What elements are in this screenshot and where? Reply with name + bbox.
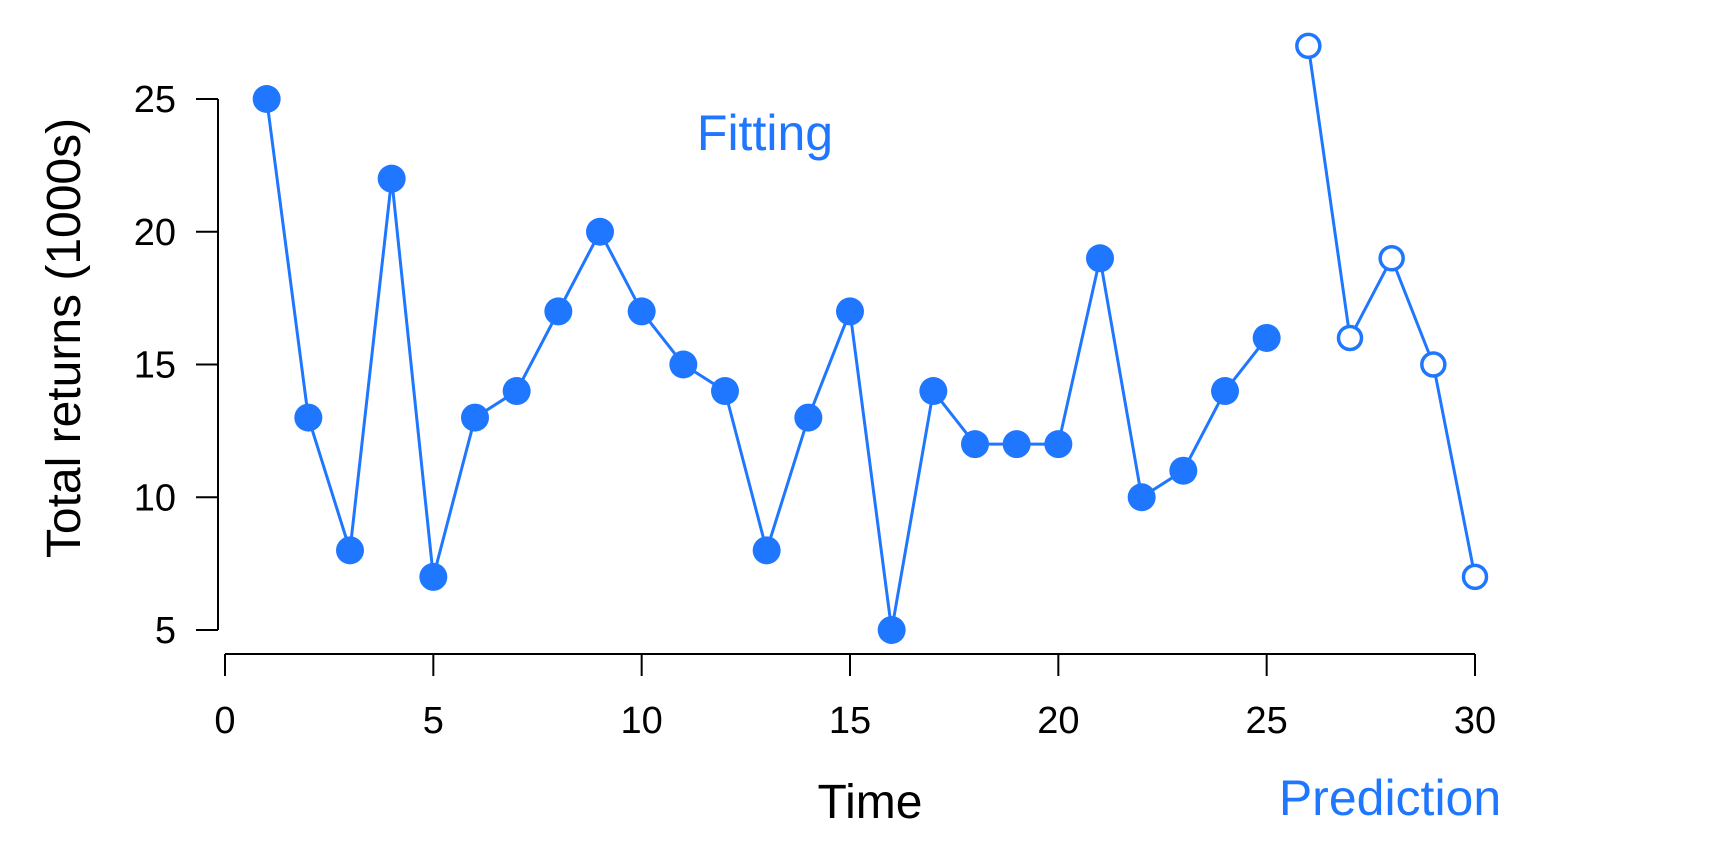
fitting-point xyxy=(252,85,281,113)
fitting-point xyxy=(1127,483,1156,512)
y-ticks: 5 10 15 20 25 xyxy=(134,79,218,652)
fitting-point xyxy=(961,430,989,459)
fitting-point xyxy=(377,164,406,193)
prediction-point xyxy=(1295,32,1322,60)
fitting-point xyxy=(919,377,948,406)
fitting-point xyxy=(877,616,906,644)
x-tick-label: 20 xyxy=(1037,700,1079,742)
fitting-point xyxy=(627,297,656,326)
y-tick-label: 10 xyxy=(134,477,176,519)
fitting-point xyxy=(669,350,698,379)
fitting-point xyxy=(1086,244,1114,273)
prediction-point xyxy=(1336,324,1364,352)
fitting-point xyxy=(336,536,364,565)
series-line xyxy=(1306,45,1477,578)
fitting-annotation: Fitting xyxy=(697,105,833,161)
fitting-point xyxy=(502,377,531,406)
x-tick-label: 25 xyxy=(1246,700,1288,742)
fitting-point xyxy=(1002,430,1031,459)
fitting-point xyxy=(1211,377,1239,406)
fitting-point xyxy=(1044,430,1073,459)
y-tick-label: 5 xyxy=(155,610,176,652)
x-tick-label: 10 xyxy=(621,700,663,742)
fitting-point xyxy=(1252,323,1281,352)
x-ticks: 0 5 10 15 20 25 30 xyxy=(214,654,1496,742)
prediction-point xyxy=(1378,245,1405,272)
fitting-point xyxy=(294,403,323,432)
y-tick-label: 25 xyxy=(134,79,176,121)
y-axis-title: Total returns (1000s) xyxy=(38,118,91,558)
prediction-annotation: Prediction xyxy=(1279,770,1501,826)
x-tick-label: 30 xyxy=(1454,700,1496,742)
fitting-point xyxy=(711,377,739,406)
fitting-point xyxy=(836,297,864,326)
fitting-point xyxy=(461,403,489,432)
x-axis-title: Time xyxy=(818,776,923,829)
fitting-point xyxy=(419,562,448,591)
x-tick-label: 5 xyxy=(423,700,444,742)
series-layer xyxy=(252,32,1489,644)
fitting-point xyxy=(586,217,614,246)
prediction-point xyxy=(1461,563,1489,591)
fitting-point xyxy=(544,297,573,326)
fitting-point xyxy=(752,536,781,565)
x-tick-label: 0 xyxy=(214,700,235,742)
y-tick-label: 15 xyxy=(134,345,176,387)
fitting-point xyxy=(794,403,823,432)
y-tick-label: 20 xyxy=(134,212,176,254)
prediction-point xyxy=(1420,351,1447,378)
fitting-point xyxy=(1169,456,1198,485)
x-tick-label: 15 xyxy=(829,700,871,742)
